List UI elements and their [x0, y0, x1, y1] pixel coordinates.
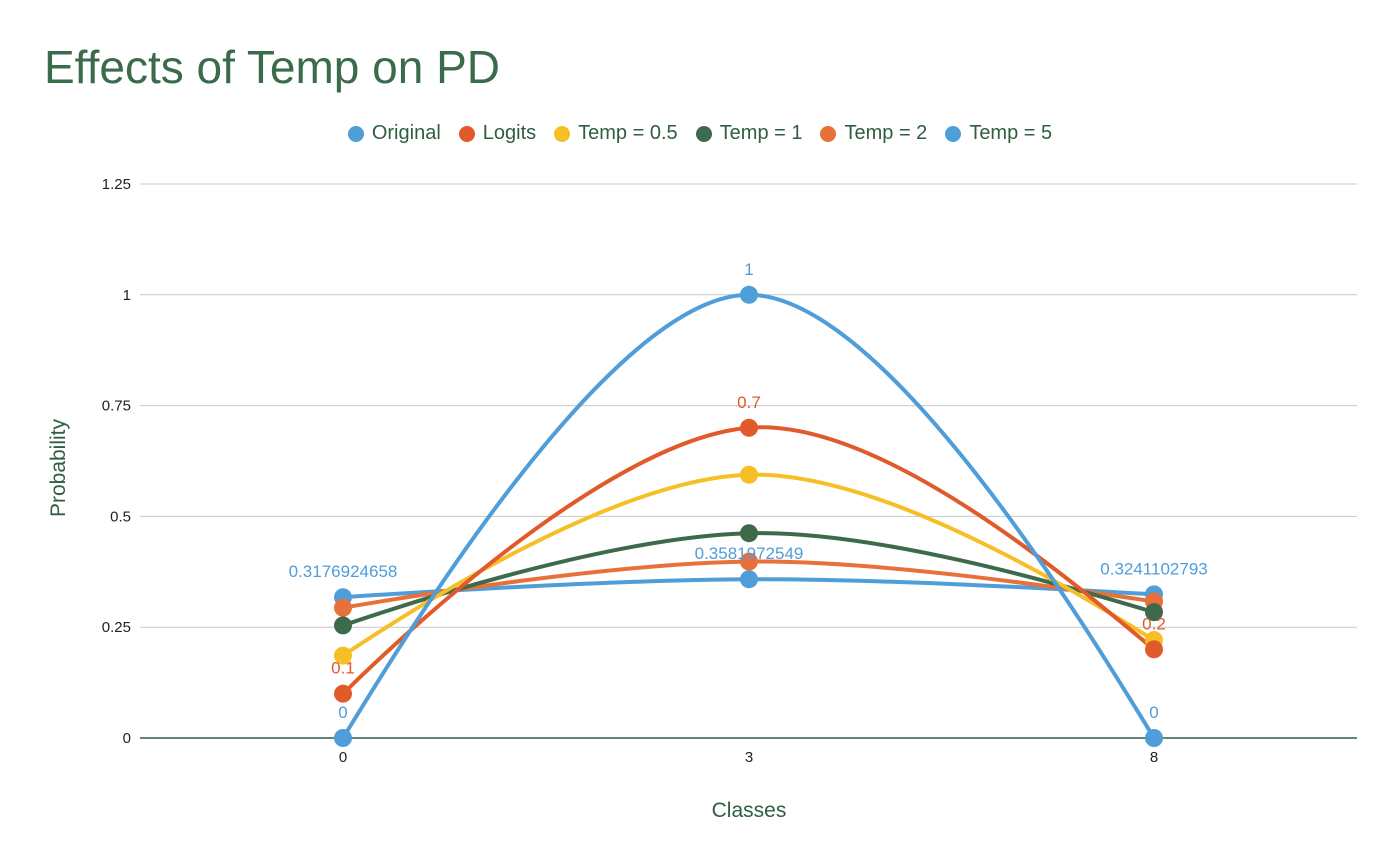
y-tick-label: 0.5 [110, 508, 131, 525]
data-point [740, 466, 758, 484]
x-tick-label: 8 [1150, 749, 1158, 766]
data-label: 0.3581972549 [695, 544, 804, 563]
y-tick-label: 1.25 [102, 176, 131, 193]
x-tick-label: 0 [339, 749, 347, 766]
data-point [740, 570, 758, 588]
data-label: 0.1 [331, 659, 355, 678]
data-point [334, 616, 352, 634]
data-labels: 0 1 0 0.1 0.7 0.2 0.3176924658 0.3581972549 0.32… [289, 260, 1208, 722]
x-axis-title: Classes [712, 799, 787, 822]
data-label: 0.7 [737, 393, 761, 412]
data-label: 1 [744, 260, 753, 279]
data-label: 0 [1149, 703, 1158, 722]
data-point [740, 419, 758, 437]
data-point [334, 599, 352, 617]
data-point [740, 524, 758, 542]
data-point [1145, 640, 1163, 658]
data-label: 0.3176924658 [289, 562, 398, 581]
data-label: 0.3241102793 [1100, 559, 1207, 578]
data-point [740, 286, 758, 304]
y-axis-title: Probability [47, 418, 70, 517]
y-tick-label: 1 [123, 287, 131, 304]
data-point [334, 685, 352, 703]
x-tick-label: 3 [745, 749, 753, 766]
data-point [334, 729, 352, 747]
data-label: 0 [338, 703, 347, 722]
y-tick-label: 0 [123, 730, 131, 747]
data-point [1145, 729, 1163, 747]
y-tick-label: 0.75 [102, 398, 131, 415]
data-label: 0.2 [1142, 614, 1166, 633]
axes: 0 0.25 0.5 0.75 1 1.25 0 3 8 [102, 176, 1357, 766]
y-tick-label: 0.25 [102, 619, 131, 636]
